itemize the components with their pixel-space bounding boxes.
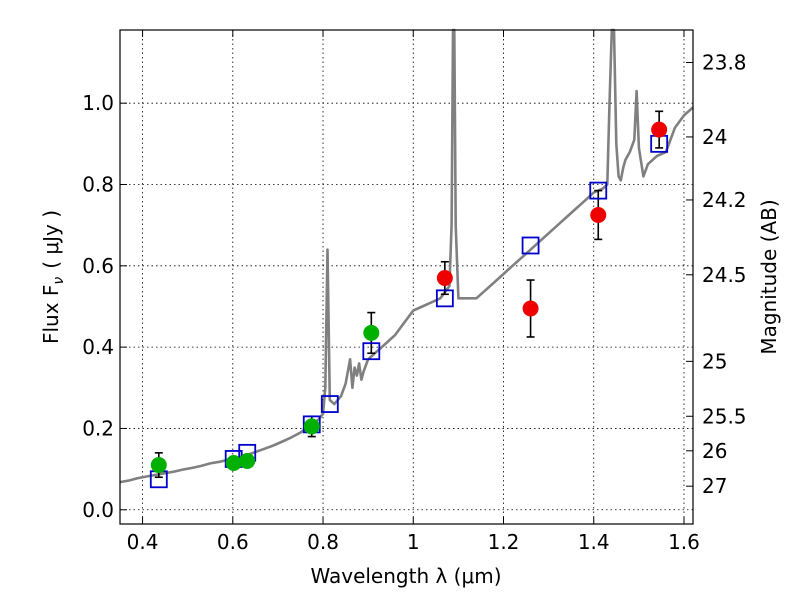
x-tick-label: 1.6 — [668, 530, 700, 554]
red-data-point — [590, 206, 607, 223]
y-tick-label: 0.0 — [82, 498, 114, 522]
x-tick-label: 0.8 — [307, 530, 339, 554]
x-tick-label: 1.2 — [488, 530, 520, 554]
red-data-point — [651, 121, 668, 138]
model-point — [435, 289, 454, 308]
y2-tick-label: 24 — [702, 125, 727, 149]
green-data-point — [225, 455, 242, 472]
y-axis-label-subscript: ν — [51, 277, 67, 285]
observed-photometry-points — [150, 121, 668, 474]
y-tick-label: 0.4 — [82, 335, 114, 359]
y2-tick-label: 24.5 — [702, 263, 747, 287]
x-axis-label: Wavelength λ (μm) — [310, 564, 501, 588]
y2-tick-label: 25 — [702, 349, 727, 373]
y-axis-label: Flux Fν ( μJy ) — [39, 210, 67, 344]
y2-tick-label: 26 — [702, 439, 727, 463]
y-axis-label-unit: ( μJy ) — [39, 210, 63, 269]
y2-tick-label: 24.2 — [702, 188, 747, 212]
model-point — [589, 181, 608, 200]
y2-axis-ticks: 23.8 24 24.2 24.5 25 25.5 26 27 — [686, 51, 747, 498]
y2-tick-label: 27 — [702, 474, 727, 498]
y-tick-label: 0.2 — [82, 416, 114, 440]
green-data-point — [150, 457, 167, 474]
grid — [120, 30, 693, 524]
y-axis-ticks: 0.0 0.2 0.4 0.6 0.8 1.0 — [82, 91, 127, 522]
red-data-point — [436, 270, 453, 287]
x-axis-ticks: 0.4 0.6 0.8 1 1.2 1.4 1.6 — [127, 30, 700, 554]
y2-tick-label: 25.5 — [702, 404, 747, 428]
x-tick-label: 0.6 — [217, 530, 249, 554]
x-tick-label: 1.4 — [578, 530, 610, 554]
y2-axis-label: Magnitude (AB) — [757, 199, 781, 354]
model-spectrum — [119, 28, 694, 484]
red-data-point — [522, 300, 539, 317]
y-axis-label-main: Flux F — [39, 285, 63, 344]
model-point — [320, 395, 339, 413]
green-data-point — [363, 324, 380, 341]
x-tick-label: 1 — [407, 530, 420, 554]
y-tick-label: 1.0 — [82, 91, 114, 115]
model-point — [362, 342, 381, 361]
y-tick-label: 0.8 — [82, 173, 114, 197]
model-point — [521, 236, 540, 255]
y2-tick-label: 23.8 — [702, 51, 747, 75]
green-data-point — [303, 418, 320, 435]
x-tick-label: 0.4 — [127, 530, 159, 554]
plot-frame — [119, 29, 694, 525]
green-data-point — [239, 452, 256, 469]
model-spectrum-line — [119, 28, 694, 484]
y-tick-label: 0.6 — [82, 254, 114, 278]
